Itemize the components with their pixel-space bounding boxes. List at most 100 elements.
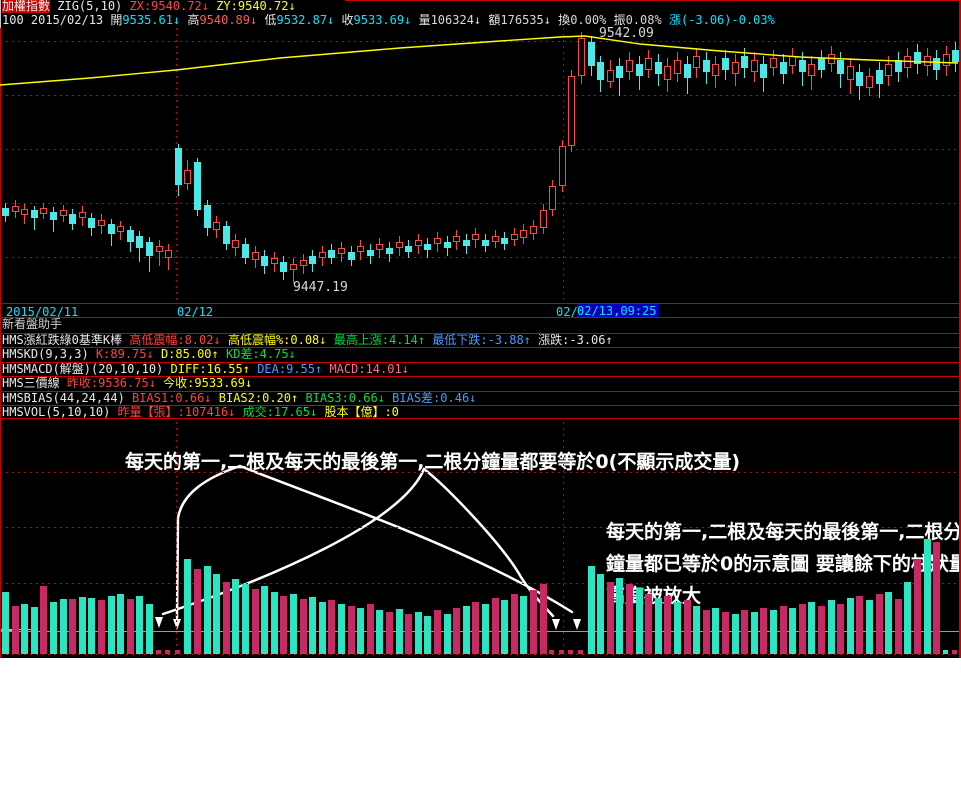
- gridline-h: [0, 41, 961, 42]
- candle: [453, 236, 461, 242]
- volume-bar: [510, 594, 518, 654]
- candle: [702, 60, 710, 72]
- volume-bar: [587, 566, 595, 654]
- gridline-v: [563, 422, 564, 654]
- volume-bar: [184, 559, 192, 654]
- indicator-value: HMS三價線: [2, 376, 67, 390]
- volume-bar: [539, 584, 547, 654]
- indicator-value: HMSBIAS(44,24,44): [2, 390, 133, 405]
- volume-bar: [549, 650, 555, 654]
- gridline-h: [0, 472, 961, 473]
- panel-left-border: [0, 28, 1, 658]
- candle: [510, 234, 518, 240]
- gridline-v: [176, 422, 177, 654]
- candle: [98, 220, 105, 226]
- volume-bar: [750, 612, 758, 654]
- volume-bar: [203, 566, 211, 654]
- volume-bar: [952, 650, 958, 654]
- candle: [626, 60, 633, 72]
- volume-bar: [846, 598, 854, 654]
- candle: [606, 70, 614, 82]
- volume-bar: [21, 604, 29, 654]
- volume-bar: [616, 578, 624, 654]
- candle: [280, 262, 288, 272]
- candle: [146, 242, 153, 256]
- volume-bar: [491, 598, 499, 654]
- volume-bar: [501, 600, 509, 654]
- indicator-value: 最高上漲:4.14↑: [333, 332, 433, 347]
- candle: [856, 72, 864, 86]
- candle: [338, 248, 345, 254]
- candle: [194, 162, 201, 210]
- candle: [443, 242, 451, 248]
- quote-info-bar: 100 2015/02/13 開9535.61↓ 高9540.89↓ 低9532…: [2, 14, 775, 27]
- candle: [520, 230, 528, 238]
- indicator-value: BIAS1:0.66↓: [132, 390, 219, 405]
- candle: [318, 252, 326, 258]
- volume-bar: [155, 650, 161, 654]
- candle: [933, 58, 941, 70]
- volume-bar: [808, 602, 816, 654]
- volume-bar: [654, 598, 662, 654]
- indicator-value: HMSKD(9,3,3): [2, 347, 96, 361]
- candle: [299, 260, 307, 266]
- indicator-value: D:85.00↑: [160, 347, 226, 361]
- volume-bar: [626, 584, 633, 654]
- candle: [866, 76, 873, 88]
- text-segment: ZIG(5,10): [50, 0, 130, 13]
- volume-bar: [760, 608, 768, 654]
- volume-bar: [59, 599, 67, 654]
- volume-bar: [69, 599, 77, 654]
- volume-bar: [136, 596, 144, 654]
- volume-bar: [290, 594, 297, 654]
- volume-bar: [366, 604, 374, 654]
- indicator-value: BIAS2:0.20↑: [218, 390, 306, 405]
- volume-bar: [885, 592, 893, 654]
- annotation-main: 每天的第一,二根及每天的最後第一,二根分鐘量都要等於0(不顯示成交量): [125, 451, 741, 473]
- volume-bar: [635, 588, 643, 654]
- text-segment: 100 2015/02/13: [2, 13, 111, 27]
- volume-bar: [347, 606, 355, 654]
- volume-bar: [683, 600, 691, 654]
- volume-bar: [558, 650, 564, 654]
- separator-line: [0, 418, 961, 419]
- candle-wick: [293, 258, 294, 283]
- indicator-value: HMSMACD(解盤)(20,10,10): [2, 361, 171, 376]
- candle: [40, 208, 48, 214]
- text-segment: 量: [418, 13, 431, 27]
- volume-bar: [280, 596, 288, 654]
- date-label: 2015/02/11: [6, 305, 79, 319]
- candle: [760, 64, 768, 78]
- candle: [914, 52, 921, 64]
- candle: [568, 76, 576, 146]
- candle: [818, 58, 825, 70]
- indicator-row: HMSBIAS(44,24,44) BIAS1:0.66↓ BIAS2:0.20…: [2, 390, 961, 405]
- candle: [597, 62, 605, 80]
- volume-bar: [78, 597, 86, 654]
- candle: [376, 244, 384, 250]
- volume-bar: [405, 614, 413, 654]
- candle: [750, 60, 758, 72]
- indicator-value: 成交:17.65↓: [242, 405, 325, 419]
- candle: [837, 60, 845, 74]
- candle: [117, 226, 125, 232]
- candle: [885, 64, 893, 76]
- volume-bar: [414, 612, 422, 654]
- indicator-value: KD差:4.75↓: [225, 347, 296, 361]
- candle: [731, 62, 739, 74]
- volume-bar: [30, 607, 38, 654]
- volume-bar: [568, 650, 574, 654]
- candle: [491, 236, 499, 242]
- candle-wick: [158, 240, 160, 266]
- candle: [309, 256, 317, 264]
- text-segment: 額: [488, 13, 501, 27]
- candle: [261, 256, 269, 266]
- candle: [501, 238, 509, 244]
- volume-bar: [338, 604, 345, 654]
- volume-bar: [472, 602, 480, 654]
- candle: [290, 264, 297, 270]
- volume-bar: [530, 590, 537, 654]
- text-segment: ZY:9540.72↓: [216, 0, 296, 13]
- volume-bar: [222, 582, 230, 654]
- candle: [155, 246, 163, 252]
